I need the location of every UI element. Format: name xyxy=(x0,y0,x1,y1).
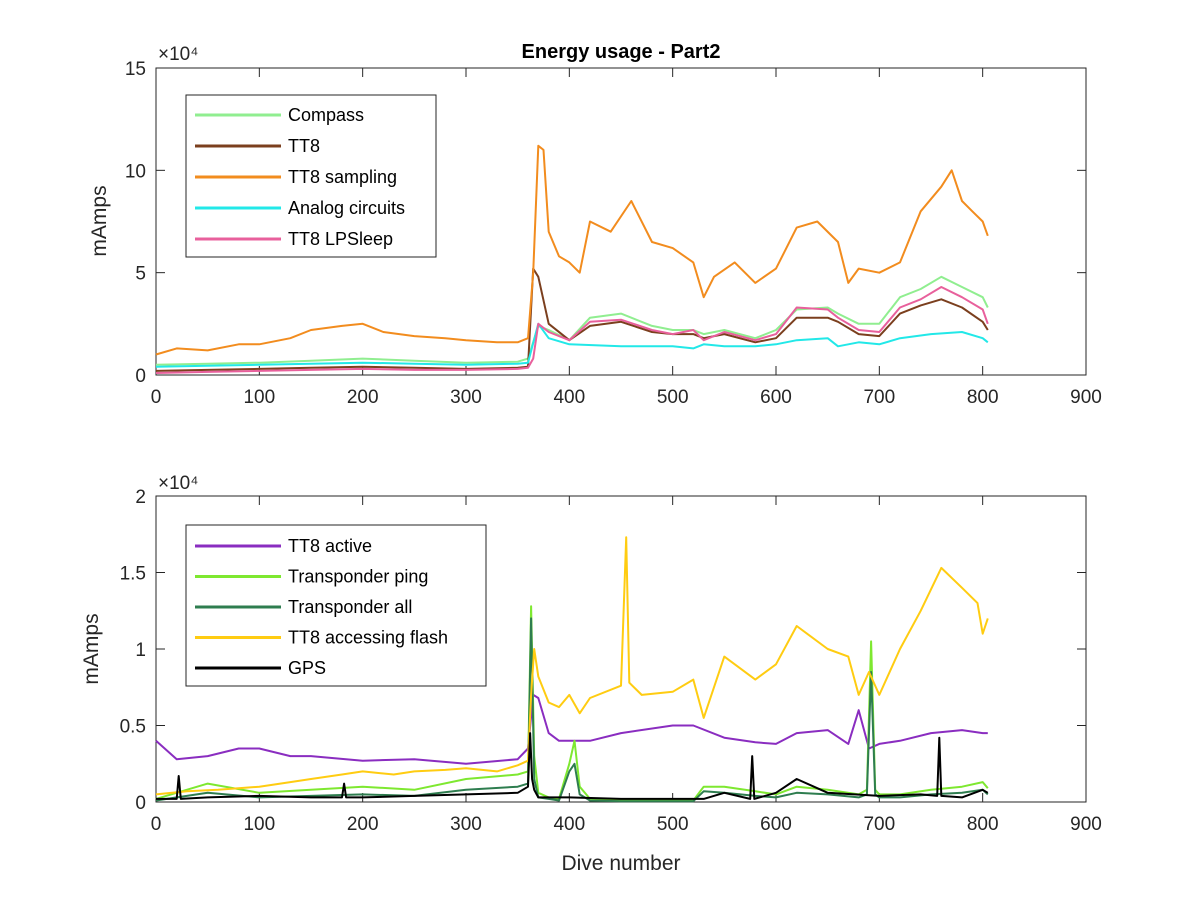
x-tick-label: 100 xyxy=(243,814,275,835)
bottom-series-lines xyxy=(155,536,989,803)
legend-label: Compass xyxy=(288,105,364,125)
legend-label: TT8 LPSleep xyxy=(288,229,393,249)
x-tick-label: 400 xyxy=(553,814,585,835)
series-line-compass xyxy=(155,275,989,366)
y-tick-label: 0.5 xyxy=(120,717,146,738)
y-tick-label: 2 xyxy=(135,487,146,508)
series-line-tt8-active xyxy=(155,693,988,765)
x-tick-label: 800 xyxy=(967,814,999,835)
x-tick-label: 100 xyxy=(243,387,275,408)
x-tick-label: 800 xyxy=(967,387,999,408)
x-tick-label: 500 xyxy=(657,387,689,408)
x-tick-label: 600 xyxy=(760,387,792,408)
series-line-tt8-sampling xyxy=(155,144,989,356)
legend-label: Transponder ping xyxy=(288,567,428,587)
top-y-exponent: ×10⁴ xyxy=(158,44,198,65)
y-tick-label: 5 xyxy=(135,264,146,285)
legend-label: Transponder all xyxy=(288,597,412,617)
top-y-axis-label: mAmps xyxy=(88,185,111,256)
series-line-tt8-accessing-flash xyxy=(155,536,989,796)
top-series-lines xyxy=(155,144,989,374)
bottom-legend: TT8 active Transponder ping Transponder al… xyxy=(185,524,487,687)
x-tick-label: 200 xyxy=(347,387,379,408)
x-tick-label: 0 xyxy=(151,814,162,835)
series-line-gps xyxy=(156,732,989,800)
legend-label: TT8 active xyxy=(288,536,372,556)
x-tick-label: 700 xyxy=(863,387,895,408)
x-tick-label: 400 xyxy=(553,387,585,408)
legend-label: GPS xyxy=(288,658,326,678)
top-axes: Energy usage - Part2 ×10⁴ mAmps 0 100 200 3… xyxy=(88,41,1102,408)
y-tick-label: 0 xyxy=(135,793,146,814)
chart-title: Energy usage - Part2 xyxy=(522,41,721,63)
bottom-ticks: 0 100 200 300 400 500 600 700 800 900 0 0.5 1 1.5 2 xyxy=(120,487,1102,835)
x-tick-label: 300 xyxy=(450,814,482,835)
y-tick-label: 1.5 xyxy=(120,564,146,585)
y-tick-label: 1 xyxy=(135,640,146,661)
legend-label: TT8 xyxy=(288,136,320,156)
bottom-y-exponent: ×10⁴ xyxy=(158,473,198,494)
series-line-transponder-all xyxy=(155,617,989,803)
top-legend: Compass TT8 TT8 sampling Analog circuits TT8… xyxy=(185,94,437,258)
x-tick-label: 200 xyxy=(347,814,379,835)
y-tick-label: 15 xyxy=(125,59,146,80)
bottom-axes: ×10⁴ mAmps Dive number 0 100 200 300 400 500 6… xyxy=(80,473,1102,875)
bottom-x-axis-label: Dive number xyxy=(561,852,680,875)
x-tick-label: 300 xyxy=(450,387,482,408)
bottom-y-axis-label: mAmps xyxy=(80,613,103,684)
legend-label: Analog circuits xyxy=(288,198,405,218)
y-tick-label: 0 xyxy=(135,366,146,387)
x-tick-label: 900 xyxy=(1070,387,1102,408)
x-tick-label: 900 xyxy=(1070,814,1102,835)
x-tick-label: 0 xyxy=(151,387,162,408)
x-tick-label: 700 xyxy=(863,814,895,835)
y-tick-label: 10 xyxy=(125,161,146,182)
x-tick-label: 500 xyxy=(657,814,689,835)
legend-label: TT8 sampling xyxy=(288,167,397,187)
legend-label: TT8 accessing flash xyxy=(288,628,448,648)
series-line-tt8-lpsleep xyxy=(155,286,989,374)
x-tick-label: 600 xyxy=(760,814,792,835)
top-ticks: 0 100 200 300 400 500 600 700 800 900 0 5 10 15 xyxy=(125,59,1102,408)
series-line-analog-circuits xyxy=(155,322,989,368)
